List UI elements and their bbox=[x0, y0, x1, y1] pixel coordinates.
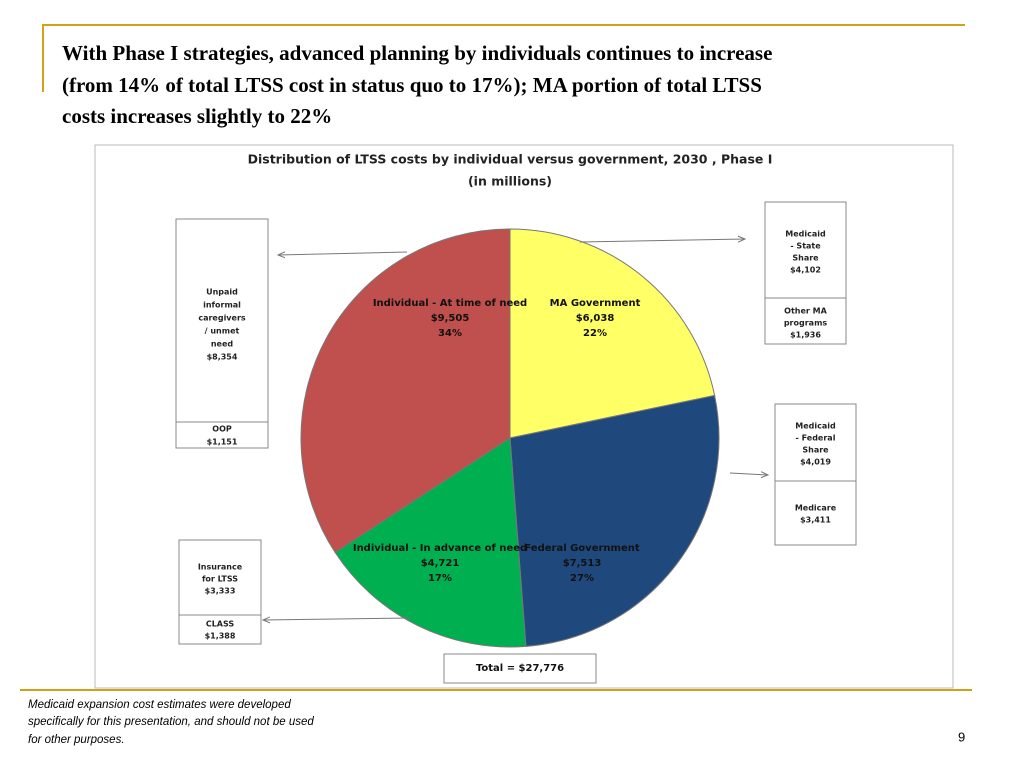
side-box bbox=[774, 403, 857, 546]
slice-value: $4,721 bbox=[421, 558, 460, 569]
box-text: $8,354 bbox=[207, 353, 238, 362]
box-text: - Federal bbox=[796, 434, 836, 443]
arrow bbox=[278, 252, 408, 255]
page-number: 9 bbox=[958, 729, 965, 744]
box-text: / unmet bbox=[205, 327, 240, 336]
arrow bbox=[263, 618, 411, 620]
box-text: Medicare bbox=[795, 504, 837, 513]
slice-name: MA Government bbox=[550, 298, 641, 309]
box-text: programs bbox=[784, 319, 828, 328]
box-text: OOP bbox=[212, 425, 232, 434]
footnote: specifically for this presentation, and … bbox=[28, 716, 314, 728]
slice-percent: 22% bbox=[583, 328, 607, 339]
box-text: $3,333 bbox=[205, 587, 236, 596]
total-box bbox=[443, 653, 597, 684]
slice-name: Individual - In advance of need bbox=[353, 543, 527, 554]
slice-name: Individual - At time of need bbox=[373, 298, 527, 309]
slide-title: (from 14% of total LTSS cost in status q… bbox=[62, 73, 762, 97]
box-text: for LTSS bbox=[202, 575, 238, 584]
slide-title: With Phase I strategies, advanced planni… bbox=[62, 41, 772, 65]
box-text: informal bbox=[203, 301, 241, 310]
pie-slice bbox=[300, 228, 511, 554]
chart-title: (in millions) bbox=[468, 174, 552, 189]
slice-value: $6,038 bbox=[576, 313, 615, 324]
side-boxes: Unpaid informal caregivers / unmet need $8,35… bbox=[175, 201, 857, 645]
slice-percent: 34% bbox=[438, 328, 462, 339]
box-text: $4,019 bbox=[800, 458, 831, 467]
box-text: need bbox=[211, 340, 234, 349]
box-text: $1,388 bbox=[205, 632, 236, 641]
pie-slice bbox=[509, 394, 720, 647]
box-text: Share bbox=[802, 446, 829, 455]
box-text: Medicaid bbox=[795, 422, 836, 431]
box-text: caregivers bbox=[198, 314, 246, 323]
box-text: Share bbox=[792, 254, 819, 263]
arrow bbox=[579, 239, 745, 242]
box-text: Medicaid bbox=[785, 230, 826, 239]
box-text: $1,151 bbox=[207, 438, 238, 447]
footnote: Medicaid expansion cost estimates were d… bbox=[28, 699, 291, 711]
slide-title: costs increases slightly to 22% bbox=[62, 104, 332, 128]
chart-title: Distribution of LTSS costs by individual… bbox=[248, 152, 773, 167]
side-box bbox=[764, 201, 847, 345]
box-text: Unpaid bbox=[206, 288, 238, 297]
side-box bbox=[178, 539, 262, 645]
slice-percent: 27% bbox=[570, 573, 594, 584]
side-box bbox=[175, 218, 269, 449]
box-text: Other MA bbox=[784, 307, 827, 316]
box-text: $1,936 bbox=[790, 331, 821, 340]
footnote: for other purposes. bbox=[28, 734, 125, 746]
box-text: $4,102 bbox=[790, 266, 821, 275]
box-text: - State bbox=[790, 242, 821, 251]
slice-percent: 17% bbox=[428, 573, 452, 584]
slice-name: Federal Government bbox=[524, 543, 639, 554]
slice-value: $9,505 bbox=[431, 313, 470, 324]
pie-slice bbox=[334, 437, 527, 648]
box-text: Insurance bbox=[198, 563, 243, 572]
arrow bbox=[729, 473, 768, 475]
box-text: CLASS bbox=[206, 620, 235, 629]
pie: MA Government $6,038 22% Federal Government… bbox=[300, 228, 720, 648]
box-text: $3,411 bbox=[800, 516, 831, 525]
slice-value: $7,513 bbox=[563, 558, 602, 569]
total-label: Total = $27,776 bbox=[476, 663, 564, 674]
pie-slice bbox=[509, 228, 716, 439]
